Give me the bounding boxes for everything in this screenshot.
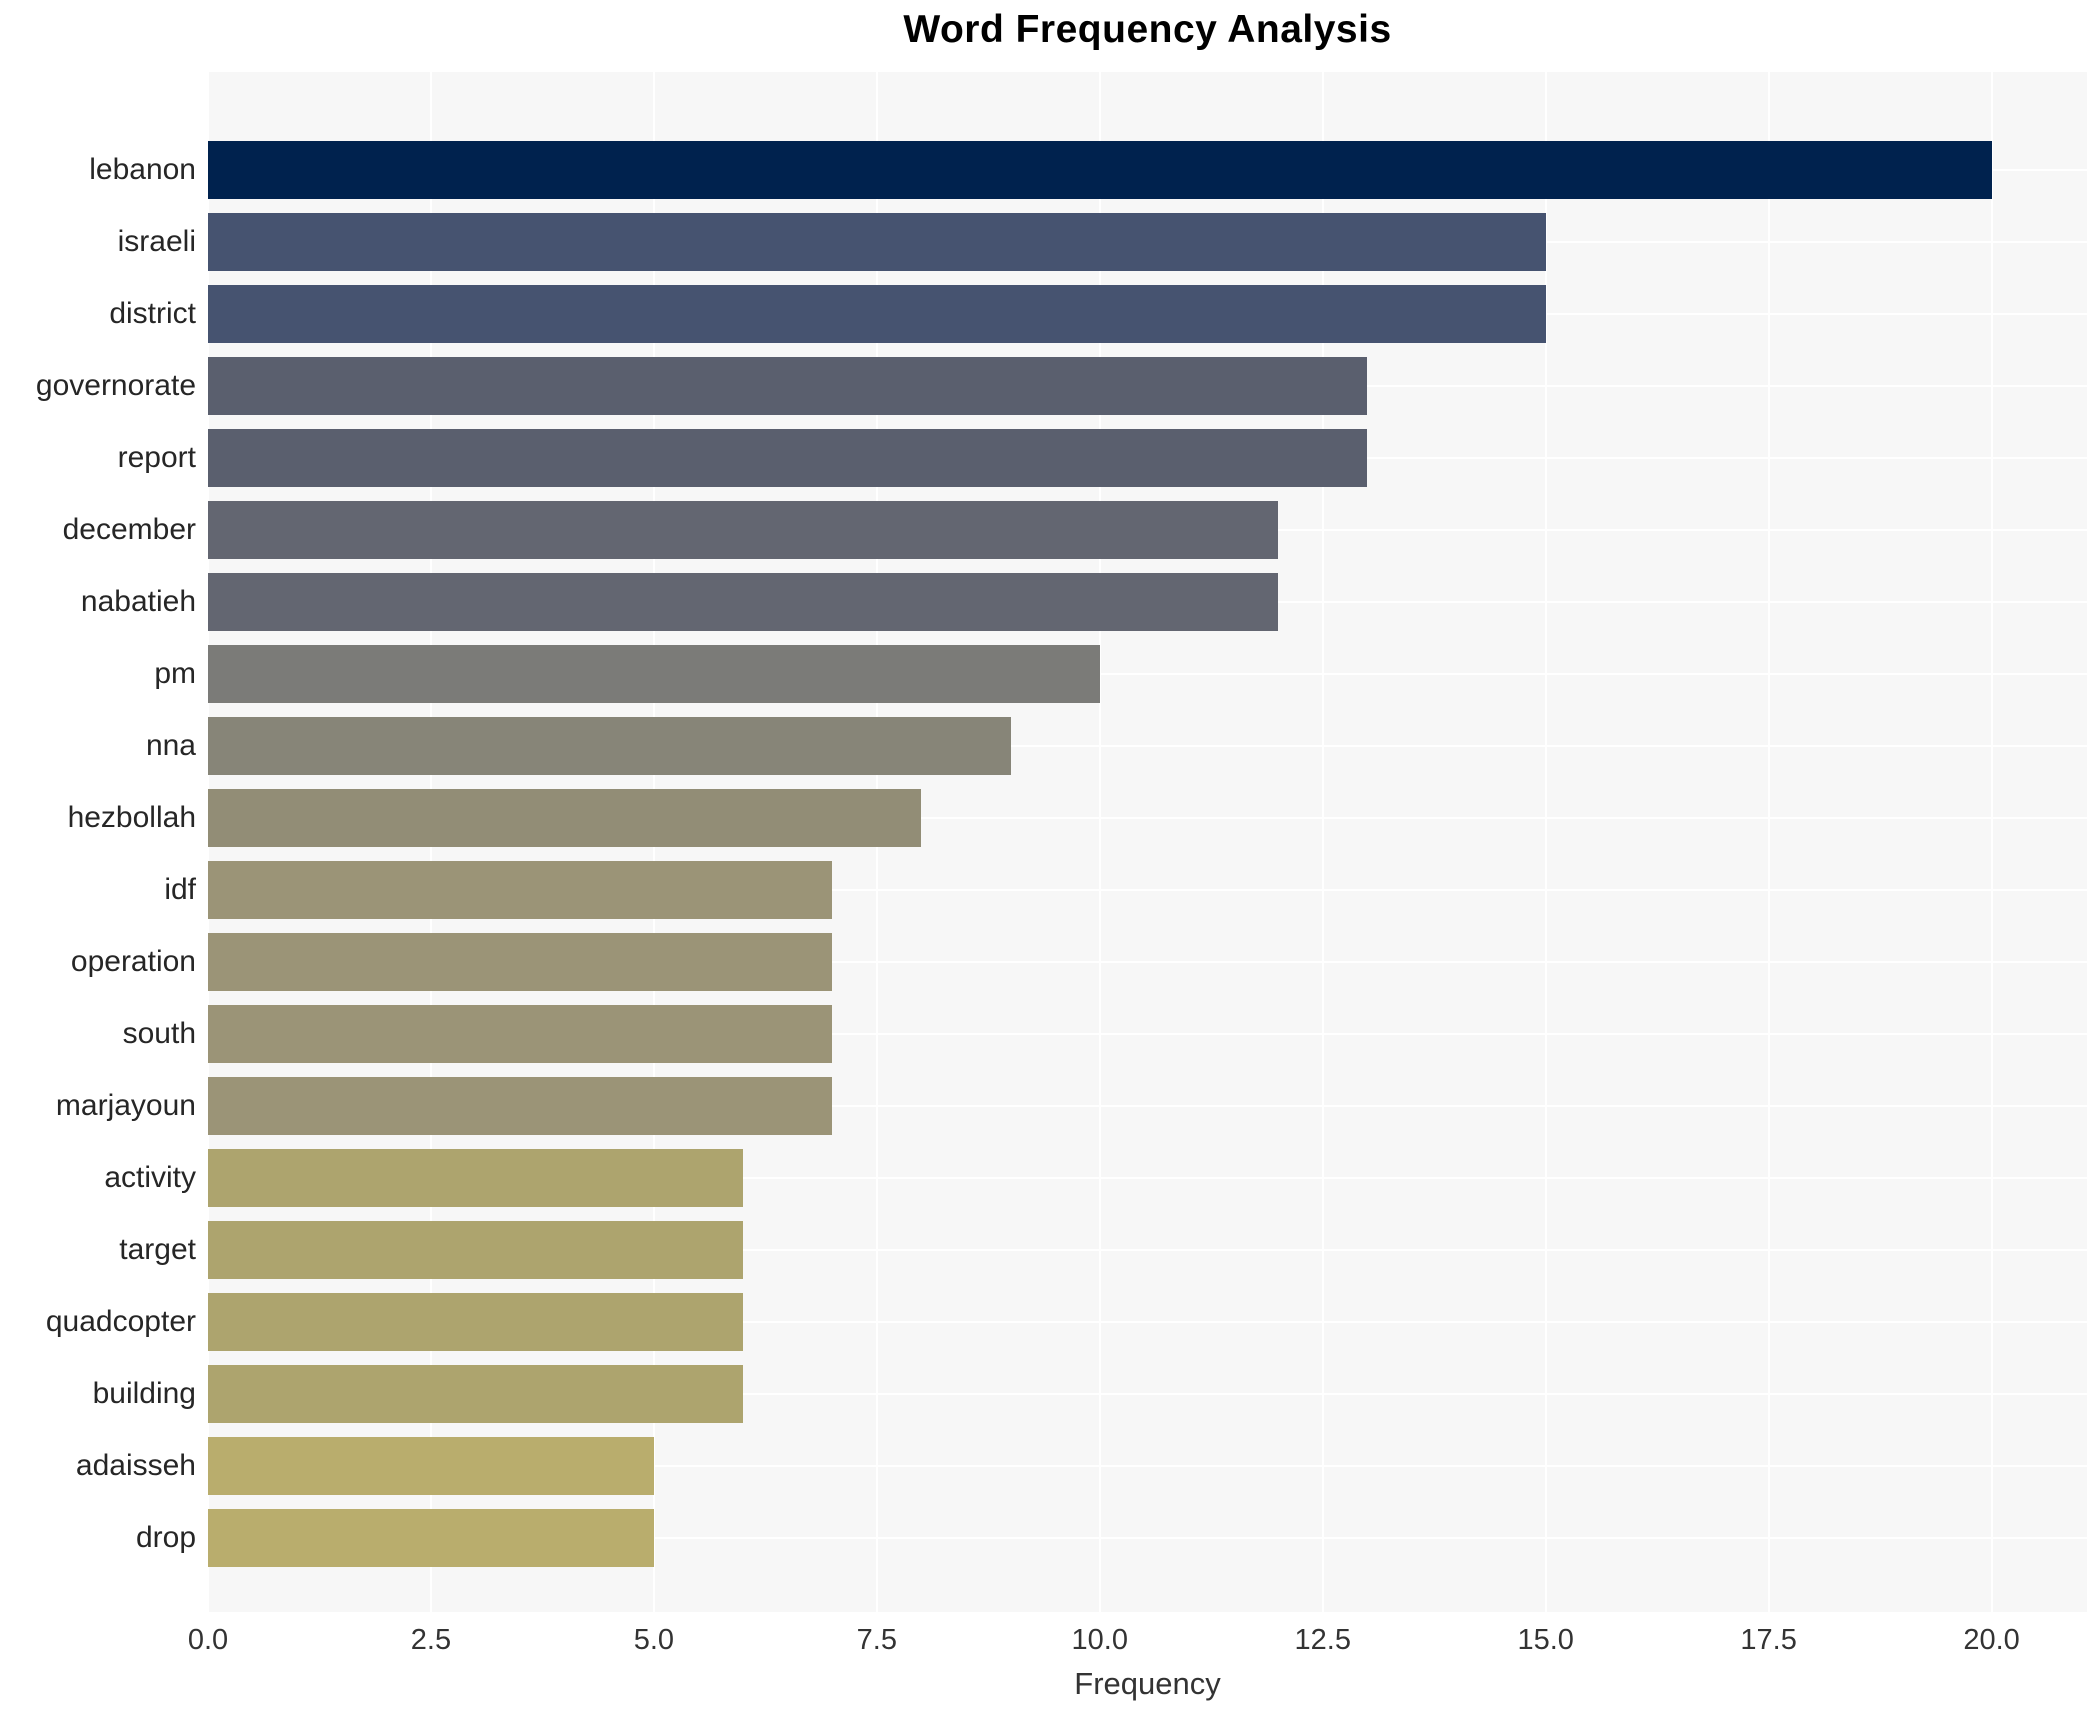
frequency-bar [208,501,1279,559]
frequency-bar [208,645,1100,703]
category-label: pm [154,657,196,690]
category-label: activity [104,1161,196,1194]
category-label: south [122,1017,196,1050]
grid-line-vertical [1990,72,1993,1612]
grid-line-vertical [1767,72,1770,1612]
category-label: marjayoun [55,1089,196,1122]
frequency-bar [208,1293,744,1351]
category-label: lebanon [89,153,196,186]
category-label: quadcopter [45,1305,196,1338]
frequency-bar [208,1437,654,1495]
x-tick-label: 20.0 [1963,1624,2020,1656]
grid-line-vertical [1321,72,1324,1612]
grid-line-vertical [1544,72,1547,1612]
frequency-bar [208,141,1992,199]
x-tick-label: 10.0 [1071,1624,1129,1656]
category-label: december [62,513,196,546]
plot-area [207,72,2087,1612]
category-label: district [109,297,196,330]
frequency-bar [208,285,1546,343]
category-label: idf [164,873,196,906]
chart-title: Word Frequency Analysis [903,8,1392,51]
grid-line-horizontal [208,1321,2087,1323]
grid-line-horizontal [208,1393,2087,1395]
frequency-bar [208,789,922,847]
grid-line-horizontal [208,1105,2087,1107]
category-label: operation [70,945,196,978]
x-axis-label: Frequency [1074,1666,1221,1701]
x-tick-label: 15.0 [1517,1624,1574,1656]
frequency-bar [208,861,833,919]
category-label: hezbollah [67,801,196,834]
x-tick-label: 17.5 [1740,1624,1797,1656]
frequency-bar [208,933,833,991]
frequency-bar [208,1509,654,1567]
x-tick-label: 2.5 [410,1624,452,1656]
category-label: nna [145,729,196,762]
frequency-bar [208,429,1368,487]
category-label: target [119,1233,196,1266]
grid-line-horizontal [208,745,2087,747]
frequency-bar [208,1077,833,1135]
frequency-bar [208,717,1011,775]
x-tick-label: 7.5 [856,1624,897,1656]
category-label: drop [135,1521,196,1554]
frequency-bar [208,213,1546,271]
grid-line-horizontal [208,1537,2087,1539]
category-label: building [92,1377,196,1410]
grid-line-horizontal [208,1033,2087,1035]
frequency-bar [208,1149,744,1207]
category-label: nabatieh [80,585,196,618]
frequency-bar [208,1005,833,1063]
category-label: report [117,441,196,474]
grid-line-horizontal [208,961,2087,963]
grid-line-vertical [1098,72,1101,1612]
frequency-bar [208,573,1279,631]
category-label: governorate [35,369,196,402]
category-label: adaisseh [75,1449,196,1482]
grid-line-horizontal [208,889,2087,891]
frequency-bar [208,1221,744,1279]
grid-line-horizontal [208,1465,2087,1467]
frequency-bar [208,357,1368,415]
x-tick-label: 0.0 [187,1624,229,1656]
frequency-bar [208,1365,744,1423]
grid-line-horizontal [208,817,2087,819]
category-label: israeli [117,225,196,258]
grid-line-horizontal [208,1249,2087,1251]
x-tick-label: 5.0 [633,1624,675,1656]
grid-line-horizontal [208,1177,2087,1179]
x-tick-label: 12.5 [1294,1624,1351,1656]
grid-line-horizontal [208,673,2087,675]
